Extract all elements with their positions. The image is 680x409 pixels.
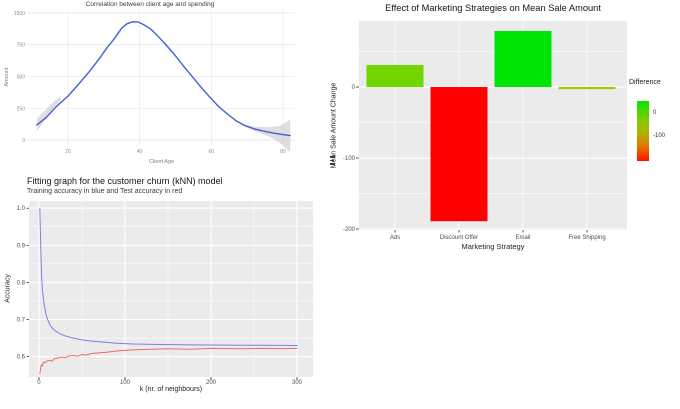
tick-label: 750 [17, 43, 26, 49]
tick-label: 100 [120, 380, 131, 386]
tick-label: 1.0 [17, 206, 26, 212]
y-axis-label: Amount [4, 67, 10, 87]
tick-label: 0.8 [17, 280, 26, 286]
tick-label: Discount Offer [440, 235, 478, 241]
panel [359, 21, 627, 230]
confidence-ribbon-start [36, 96, 61, 132]
tick-label: 200 [206, 380, 217, 386]
tick-label: 80 [280, 149, 286, 155]
x-axis-label: Client Age [148, 159, 175, 165]
tick-label: 300 [292, 380, 303, 386]
tick-label: 500 [17, 74, 26, 80]
plot-area-age-spending: 0 250 500 750 1000 20 40 60 80 [14, 10, 295, 155]
x-axis-label: Marketing Strategy [461, 242, 525, 251]
tick-label: 20 [65, 149, 71, 155]
grid [28, 10, 295, 145]
tick-label: 0.7 [17, 318, 26, 324]
tick-label: 0 [37, 380, 41, 386]
smooth-line [36, 21, 291, 137]
tick-label: 40 [137, 149, 143, 155]
bar-ads [366, 65, 424, 88]
grid [29, 201, 313, 377]
chart-subtitle: Training accuracy in blue and Test accur… [27, 188, 183, 195]
legend-tick-label: 0 [653, 110, 657, 116]
tick-label: 60 [209, 149, 215, 155]
chart-age-spending: Correlation between client age and spend… [0, 0, 300, 170]
tick-label: Email [515, 235, 530, 241]
chart-title: Effect of Marketing Strategies on Mean S… [385, 3, 601, 13]
chart-knn-fitting: Fitting graph for the customer churn (kN… [0, 170, 340, 409]
y-axis-label: Accuracy [4, 274, 12, 303]
legend-tick-label: -100 [653, 133, 666, 139]
chart-marketing-bars: Effect of Marketing Strategies on Mean S… [325, 0, 680, 260]
tick-label: 0 [352, 85, 356, 91]
tick-label: 0.6 [17, 355, 26, 361]
screen-artifact-icon [330, 156, 336, 165]
bar-discount-offer [430, 87, 488, 222]
tick-label: -100 [343, 156, 356, 162]
legend-colorbar [637, 101, 649, 161]
legend-title: Difference [629, 79, 661, 86]
panel [29, 201, 313, 377]
tick-label: 250 [17, 106, 26, 112]
tick-label: 0.9 [17, 243, 26, 249]
tick-label: Ads [390, 235, 400, 241]
tick-label: 1000 [14, 11, 25, 17]
tick-label: Free Shipping [568, 235, 605, 241]
chart-title: Correlation between client age and spend… [85, 1, 215, 8]
plot-area-bars: 0 -100 -200 Ads Discount Offer Email Free Ship… [343, 21, 627, 241]
confidence-ribbon-end [237, 119, 291, 153]
chart-title: Fitting graph for the customer churn (kN… [27, 176, 223, 186]
x-axis-label: k (nr. of neighbours) [139, 386, 203, 393]
grid [359, 21, 627, 230]
series-training [39, 207, 298, 346]
tick-label: -200 [343, 227, 356, 233]
bar-email [494, 30, 552, 88]
bar-free-shipping [558, 87, 616, 90]
series-test [39, 347, 298, 375]
tick-label: 0 [22, 138, 25, 144]
plot-area-knn: 0.6 0.7 0.8 0.9 1.0 0 100 200 300 [17, 201, 313, 386]
